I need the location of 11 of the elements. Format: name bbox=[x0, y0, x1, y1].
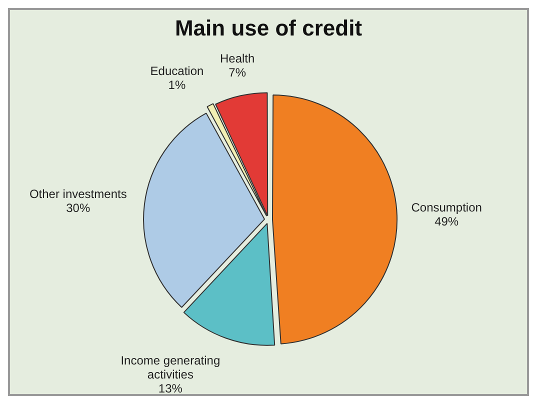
chart-title: Main use of credit bbox=[174, 15, 363, 40]
data-label: 49% bbox=[434, 214, 459, 229]
data-label: 7% bbox=[228, 66, 246, 80]
slice-label: Income generating activities bbox=[120, 353, 220, 382]
slice-label: Consumption bbox=[411, 200, 482, 215]
slice-label: Education bbox=[150, 64, 204, 78]
data-label: 1% bbox=[168, 78, 186, 92]
data-label: 30% bbox=[66, 201, 90, 216]
data-label: 13% bbox=[158, 381, 183, 396]
slice-label: Other investments bbox=[29, 187, 127, 202]
slice-label: Health bbox=[220, 52, 255, 66]
